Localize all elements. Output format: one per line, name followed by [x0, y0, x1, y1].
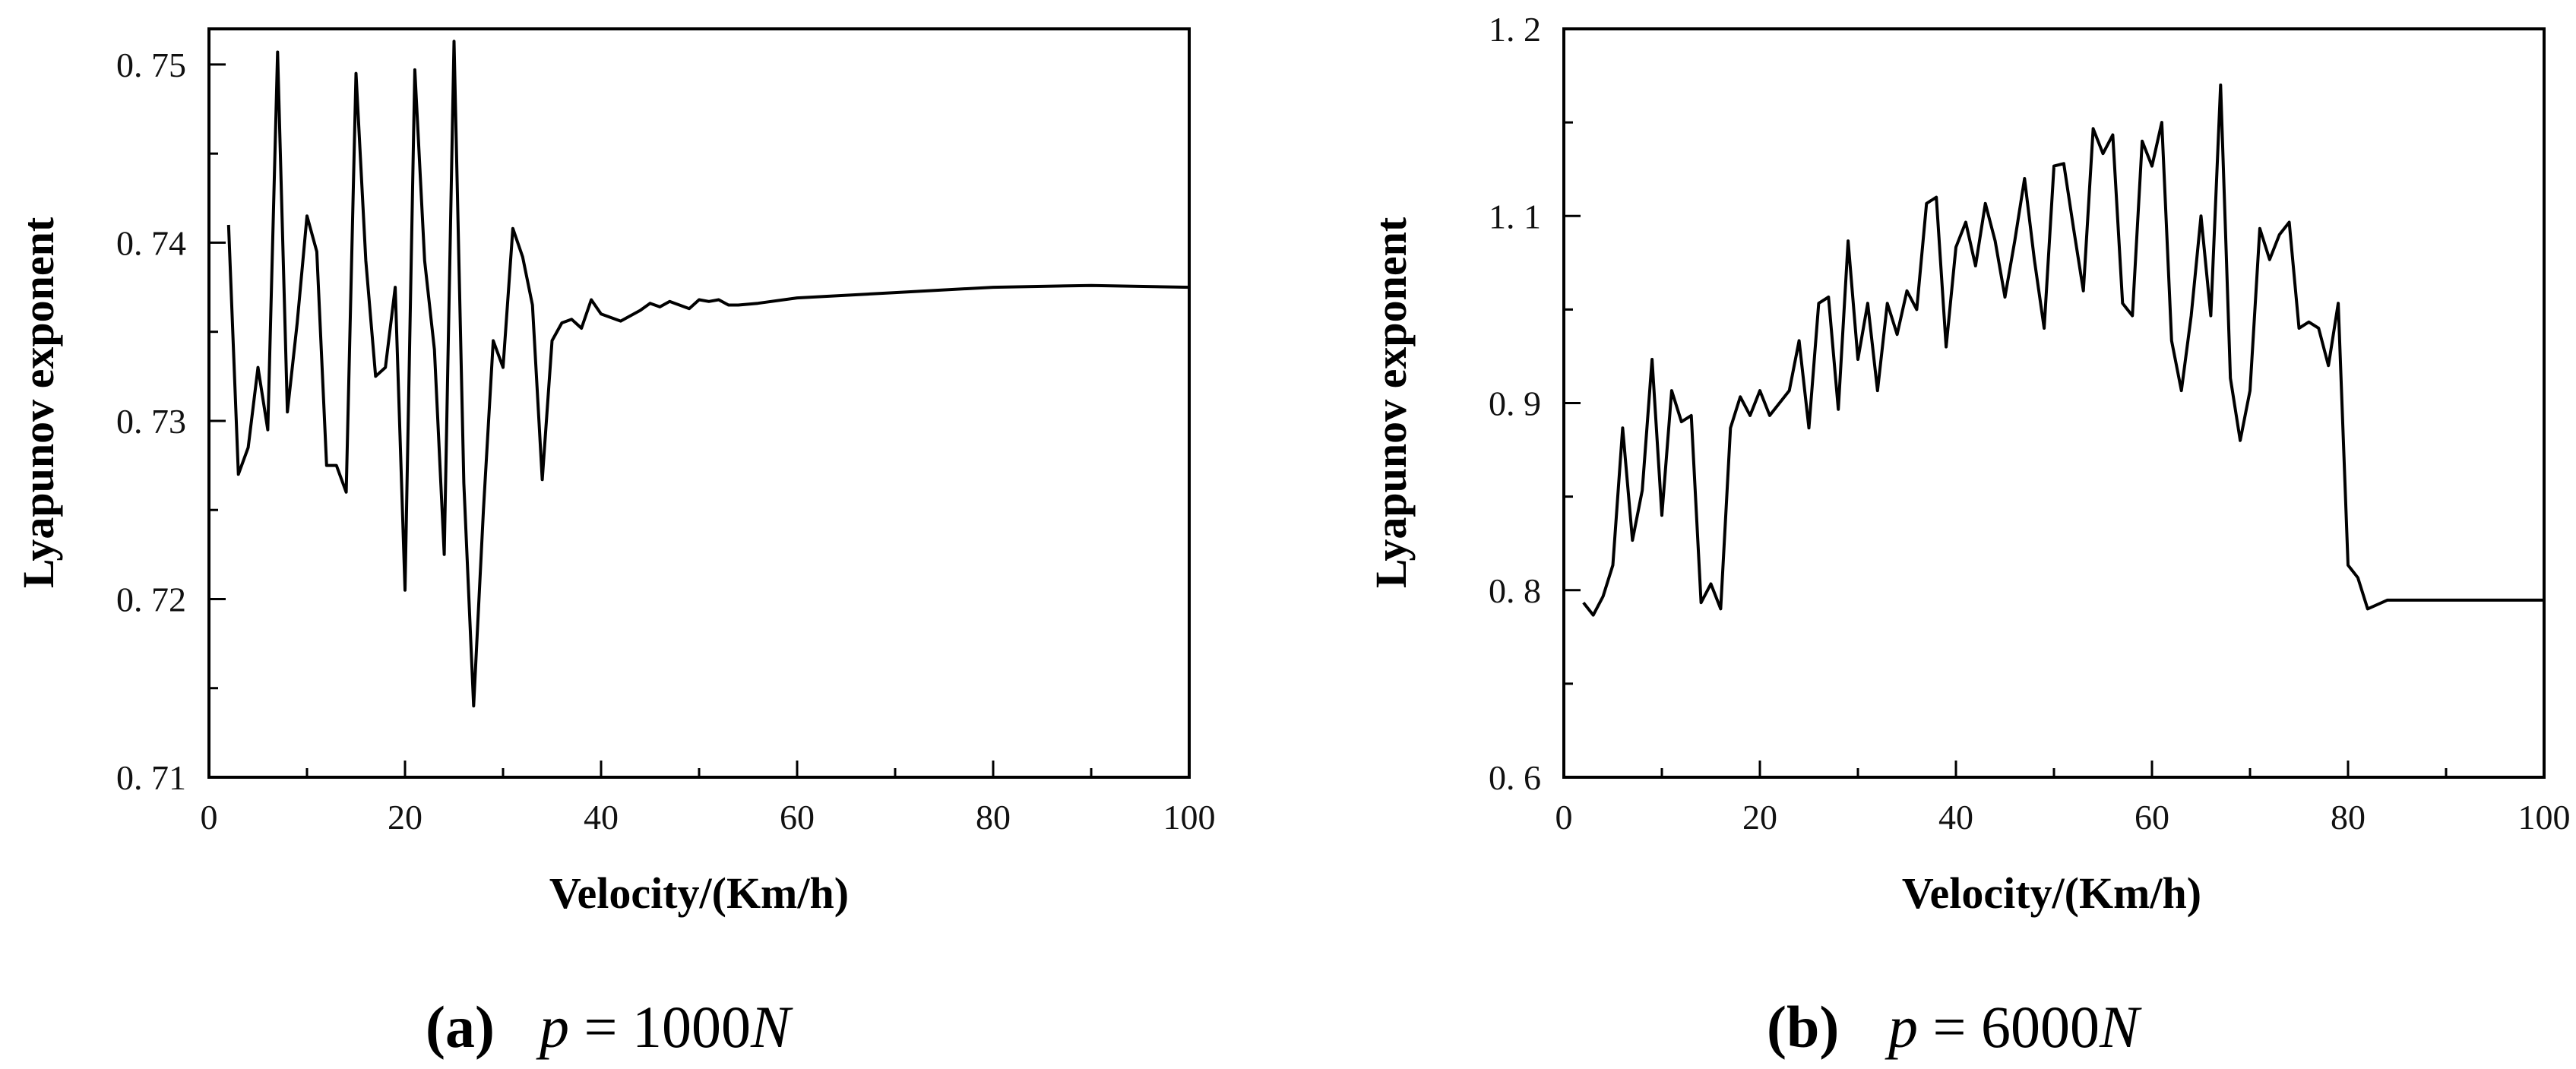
y-tick-label: 0. 75 [116, 46, 186, 84]
series-line [1582, 83, 2544, 617]
series-line [226, 40, 1190, 708]
y-tick-label: 0. 8 [1489, 571, 1541, 610]
caption-formula: p = 1000N [536, 994, 793, 1060]
caption-unit: N [2099, 994, 2142, 1060]
caption: (a) p = 1000N [426, 994, 793, 1060]
caption-var: p [1885, 994, 1918, 1060]
x-tick-label: 80 [976, 798, 1011, 837]
x-tick-label: 0 [1555, 798, 1573, 837]
y-tick-label: 1. 2 [1489, 10, 1541, 49]
y-tick-label: 0. 9 [1489, 384, 1541, 423]
chart-panel-a: 0 20 40 60 80 100 0. 71 0. 72 0. 73 0. 74 0. 75 Ve… [14, 27, 1216, 1060]
y-tick-label: 0. 71 [116, 758, 186, 797]
y-tick-label: 0. 74 [116, 223, 186, 262]
caption-var: p [536, 994, 569, 1060]
chart-panel-b: 0 20 40 60 80 100 0. 6 0. 8 0. 9 1. 1 1. 2 Velocit… [1366, 10, 2571, 1060]
x-tick-label: 60 [780, 798, 815, 837]
x-tick-label: 80 [2331, 798, 2366, 837]
caption-formula: p = 6000N [1885, 994, 2142, 1060]
plot-frame [207, 27, 1191, 779]
x-tick-label: 20 [388, 798, 422, 837]
y-tick-label: 0. 6 [1489, 758, 1541, 797]
y-axis-title: Lyapunov exponent [1366, 217, 1416, 588]
y-axis-title: Lyapunov exponent [14, 217, 63, 588]
y-tick-label: 0. 73 [116, 402, 186, 441]
x-axis-title: Velocity/(Km/h) [549, 868, 849, 918]
tick-group: 0 20 40 60 80 100 0. 71 0. 72 0. 73 0. 74 0. 75 [116, 46, 1216, 837]
caption: (b) p = 6000N [1767, 994, 2142, 1060]
x-tick-label: 60 [2135, 798, 2169, 837]
panel-label: (b) [1767, 994, 1839, 1060]
series-layer [226, 40, 1190, 708]
caption-eq: = [1918, 994, 1981, 1060]
plot-frame [1562, 27, 2546, 779]
series-layer [1582, 83, 2544, 617]
caption-eq: = [569, 994, 632, 1060]
caption-value: 6000 [1981, 994, 2100, 1060]
caption-unit: N [750, 994, 793, 1060]
caption-value: 1000 [632, 994, 751, 1060]
x-tick-label: 40 [1938, 798, 1973, 837]
x-tick-label: 40 [584, 798, 619, 837]
y-tick-label: 0. 72 [116, 580, 186, 618]
tick-group: 0 20 40 60 80 100 0. 6 0. 8 0. 9 1. 1 1. 2 [1489, 10, 2571, 837]
x-tick-label: 100 [2518, 798, 2571, 837]
x-axis-title: Velocity/(Km/h) [1902, 868, 2201, 918]
panel-label: (a) [426, 994, 495, 1060]
x-tick-label: 0 [201, 798, 218, 837]
x-tick-label: 20 [1742, 798, 1777, 837]
y-tick-label: 1. 1 [1489, 197, 1541, 236]
x-tick-label: 100 [1163, 798, 1216, 837]
